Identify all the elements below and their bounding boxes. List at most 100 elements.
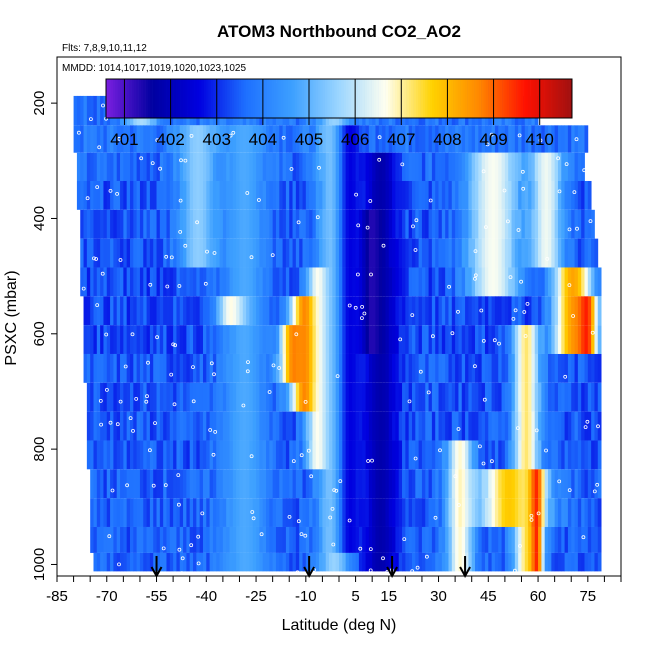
heatmap-cell <box>93 95 98 126</box>
heatmap-cell <box>100 267 104 297</box>
heatmap-cell <box>335 382 340 412</box>
heatmap-cell <box>564 469 569 499</box>
sample-marker <box>430 334 435 339</box>
heatmap-cell <box>428 469 433 499</box>
sample-marker <box>347 303 352 308</box>
colorbar-segment <box>194 79 198 118</box>
heatmap-cell <box>173 125 177 153</box>
heatmap-cell <box>468 382 473 412</box>
heatmap-cell <box>159 209 164 239</box>
heatmap-cell <box>395 498 400 527</box>
heatmap-cell <box>544 152 549 181</box>
heatmap-cell <box>259 152 264 181</box>
heatmap-cell <box>548 440 552 470</box>
heatmap-cell <box>133 325 138 354</box>
heatmap-cell <box>83 267 88 297</box>
heatmap-cell <box>76 95 81 126</box>
heatmap-cell <box>309 152 313 181</box>
heatmap-cell <box>305 526 310 553</box>
heatmap-cell <box>289 469 293 499</box>
heatmap-cell <box>206 267 211 297</box>
heatmap-cell <box>438 440 443 470</box>
sample-marker <box>270 253 275 258</box>
heatmap-cell <box>143 267 147 297</box>
heatmap-cell <box>325 180 330 210</box>
heatmap-cell <box>123 353 128 383</box>
heatmap-cell <box>153 526 157 553</box>
heatmap-cell <box>229 209 234 239</box>
heatmap-cell <box>491 238 496 268</box>
colorbar-segment <box>462 79 466 118</box>
heatmap-cell <box>461 526 466 553</box>
heatmap-cell <box>239 238 244 268</box>
sample-marker <box>108 188 113 193</box>
heatmap-cell <box>136 411 141 441</box>
heatmap-cell <box>521 353 526 383</box>
heatmap-cell <box>249 152 254 181</box>
heatmap-cell <box>342 411 347 441</box>
heatmap-cell <box>110 526 114 553</box>
colorbar-segment <box>401 79 405 118</box>
plot-area <box>56 56 622 577</box>
heatmap-cell <box>557 238 562 268</box>
sample-marker <box>249 454 254 459</box>
heatmap-cell <box>348 180 353 210</box>
heatmap-cell <box>113 267 118 297</box>
heatmap-cell <box>511 411 516 441</box>
heatmap-cell <box>395 353 400 383</box>
heatmap-cell <box>246 296 250 326</box>
sample-marker <box>169 372 174 377</box>
colorbar-segment <box>555 79 559 118</box>
heatmap-cell <box>567 296 572 326</box>
heatmap-cell <box>315 440 320 470</box>
heatmap-cell <box>468 353 473 383</box>
heatmap-cell <box>561 238 565 268</box>
heatmap-cell <box>100 325 104 354</box>
heatmap-cell <box>352 552 356 572</box>
heatmap-cell <box>159 180 164 210</box>
heatmap-cell <box>295 267 300 297</box>
heatmap-cell <box>471 411 476 441</box>
colorbar-segment <box>173 79 177 118</box>
heatmap-cell <box>411 498 416 527</box>
heatmap-cell <box>468 552 473 572</box>
heatmap-cell <box>339 382 343 412</box>
colorbar-segment <box>392 79 396 118</box>
heatmap-cell <box>398 498 403 527</box>
heatmap-cell <box>202 238 207 268</box>
heatmap-cell <box>557 440 562 470</box>
heatmap-cell <box>126 353 131 383</box>
heatmap-cell <box>528 325 532 354</box>
sample-marker <box>328 515 333 520</box>
heatmap-cell <box>468 180 473 210</box>
heatmap-cell <box>279 440 283 470</box>
heatmap-cell <box>196 296 201 326</box>
heatmap-cell <box>252 440 257 470</box>
heatmap-cell <box>239 552 244 572</box>
heatmap-cell <box>548 552 552 572</box>
heatmap-cell <box>438 411 443 441</box>
heatmap-cell <box>501 353 506 383</box>
heatmap-cell <box>484 353 489 383</box>
heatmap-cell <box>199 296 204 326</box>
heatmap-cell <box>518 353 522 383</box>
heatmap-cell <box>571 238 575 268</box>
heatmap-cell <box>229 552 234 572</box>
heatmap-cell <box>209 440 214 470</box>
heatmap-cell <box>156 325 161 354</box>
heatmap-cell <box>468 152 473 181</box>
heatmap-cell <box>388 353 393 383</box>
heatmap-cell <box>202 125 207 153</box>
heatmap-cell <box>90 526 94 553</box>
heatmap-cell <box>136 125 141 153</box>
heatmap-cell <box>229 180 234 210</box>
heatmap-cell <box>577 238 582 268</box>
heatmap-cell <box>96 411 101 441</box>
colorbar-segment <box>320 79 323 118</box>
sample-marker <box>355 272 360 277</box>
sample-marker <box>169 255 174 260</box>
heatmap-cell <box>594 238 599 268</box>
heatmap-cell <box>335 411 340 441</box>
heatmap-cell <box>365 125 370 153</box>
heatmap-cell <box>335 469 340 499</box>
